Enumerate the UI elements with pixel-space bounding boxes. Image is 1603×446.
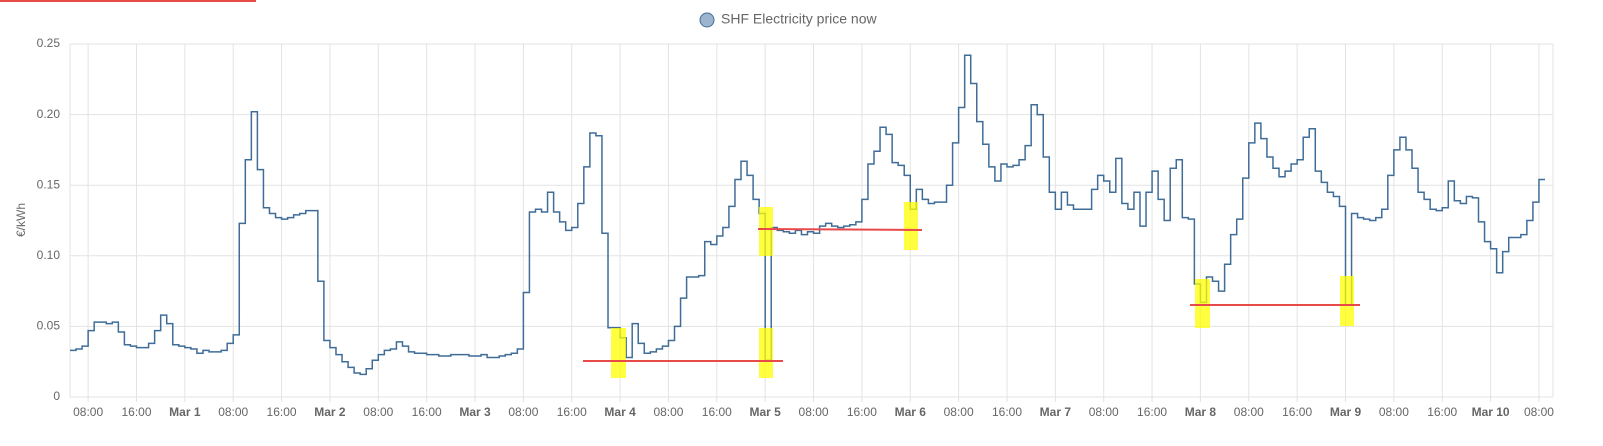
x-tick-label: Mar 2 <box>314 405 346 419</box>
x-tick-label: 08:00 <box>508 405 538 419</box>
x-tick-label: 08:00 <box>1234 405 1264 419</box>
x-tick-label: 08:00 <box>1524 405 1554 419</box>
price-line <box>70 54 1545 376</box>
x-tick-label: Mar 1 <box>169 405 201 419</box>
x-tick-label: 16:00 <box>557 405 587 419</box>
x-tick-label: 08:00 <box>944 405 974 419</box>
x-tick-label: 08:00 <box>653 405 683 419</box>
y-tick-label: 0.25 <box>37 36 61 50</box>
x-tick-label: Mar 8 <box>1185 405 1217 419</box>
legend-label: SHF Electricity price now <box>721 11 877 27</box>
annotations <box>583 202 1360 378</box>
x-tick-label: Mar 5 <box>750 405 782 419</box>
legend-item[interactable]: SHF Electricity price now <box>699 11 877 28</box>
y-tick-label: 0.05 <box>37 319 61 333</box>
y-tick-label: 0.20 <box>37 107 61 121</box>
y-tick-label: 0.15 <box>37 177 61 191</box>
x-tick-label: Mar 6 <box>895 405 927 419</box>
highlight <box>1340 276 1354 326</box>
highlight <box>759 207 773 256</box>
x-tick-label: 16:00 <box>847 405 877 419</box>
x-tick-label: Mar 9 <box>1330 405 1362 419</box>
x-tick-label: 16:00 <box>267 405 297 419</box>
x-tick-label: 16:00 <box>702 405 732 419</box>
x-tick-label: 08:00 <box>1089 405 1119 419</box>
x-tick-label: 08:00 <box>218 405 248 419</box>
x-tick-label: Mar 3 <box>459 405 491 419</box>
x-tick-label: 08:00 <box>73 405 103 419</box>
x-tick-label: 16:00 <box>412 405 442 419</box>
y-tick-label: 0.10 <box>37 248 61 262</box>
highlight <box>611 328 626 378</box>
highlight <box>904 202 918 250</box>
y-axis-label: €/kWh <box>14 203 28 237</box>
legend-swatch <box>699 12 715 28</box>
y-tick-label: 0 <box>53 389 60 403</box>
annotation-line <box>757 228 923 231</box>
series <box>70 54 1545 376</box>
x-tick-label: Mar 4 <box>604 405 636 419</box>
x-tick-label: 08:00 <box>799 405 829 419</box>
x-tick-label: 08:00 <box>363 405 393 419</box>
x-tick-label: 16:00 <box>121 405 151 419</box>
highlight <box>1195 279 1210 328</box>
x-tick-label: 16:00 <box>1137 405 1167 419</box>
x-tick-label: 08:00 <box>1379 405 1409 419</box>
x-tick-label: 16:00 <box>992 405 1022 419</box>
x-tick-label: Mar 7 <box>1040 405 1072 419</box>
x-tick-label: Mar 10 <box>1472 405 1510 419</box>
legend[interactable]: SHF Electricity price now <box>699 11 877 28</box>
x-tick-label: 16:00 <box>1427 405 1457 419</box>
x-tick-label: 16:00 <box>1282 405 1312 419</box>
highlight <box>759 328 773 378</box>
